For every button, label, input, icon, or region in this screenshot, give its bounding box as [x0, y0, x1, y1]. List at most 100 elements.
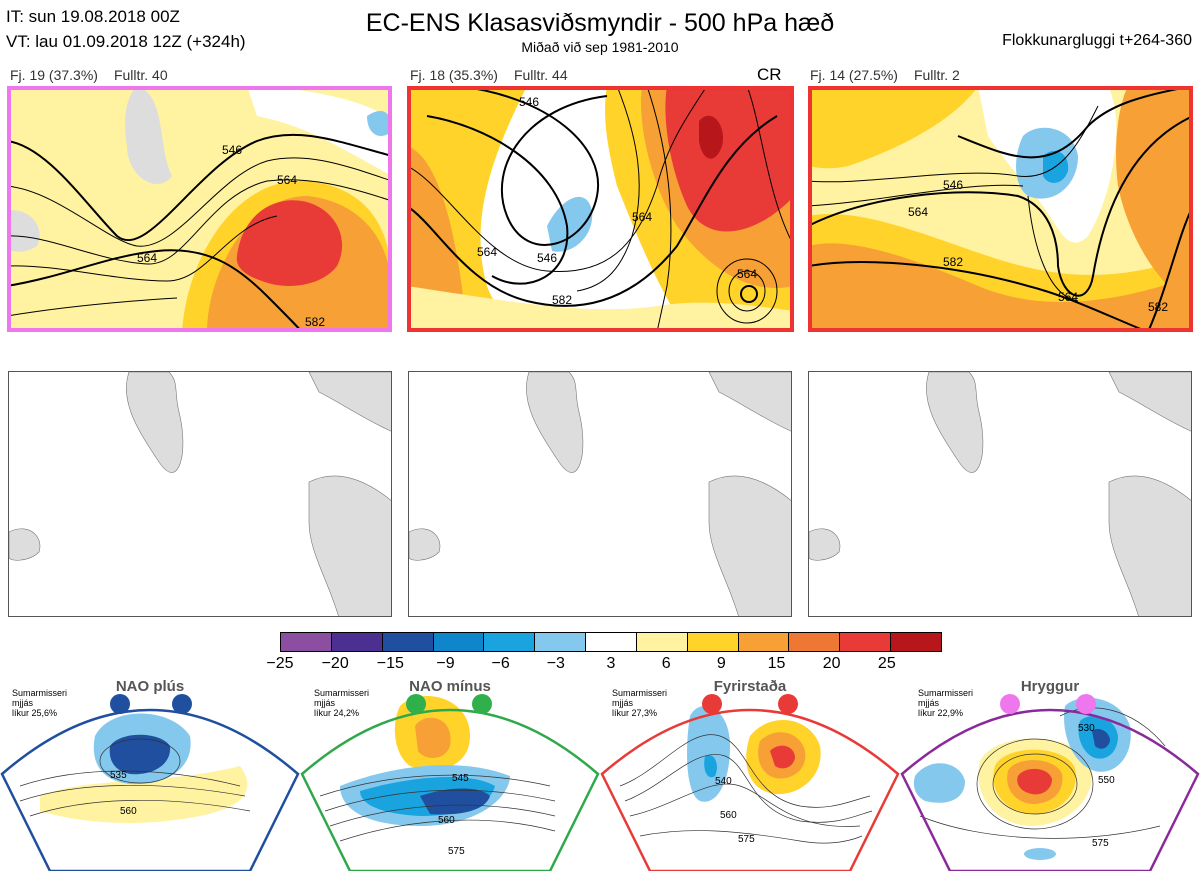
colorbar-ticks: −25 −20 −15 −9 −6 −3 3 6 9 15 20 25	[266, 655, 942, 673]
contour-label: 564	[908, 205, 928, 219]
panel-3-members: Fulltr. 2	[913, 67, 960, 83]
colorbar-tick: −25	[266, 655, 294, 672]
panel-3-cluster: Fj. 14 (27.5%)	[810, 67, 898, 83]
regime-2-dot	[406, 694, 426, 714]
contour-label: 564	[277, 173, 297, 187]
colorbar-swatch	[789, 633, 841, 651]
regime-4-probability: líkur 22,9%	[918, 708, 964, 718]
regime-4-season: Sumarmisseri	[918, 688, 974, 698]
page-title: EC-ENS Klasasviðsmyndir - 500 hPa hæð	[365, 9, 835, 37]
contour-label: 530	[1078, 723, 1095, 734]
colorbar-tick: −20	[321, 655, 349, 672]
contour-label: 564	[477, 245, 497, 259]
contour-label: 582	[943, 255, 963, 269]
regime-3-frame	[600, 708, 900, 871]
regime-4-dot	[1076, 694, 1096, 714]
regime-1-dot	[110, 694, 130, 714]
empty-map-2	[408, 371, 792, 617]
contour-label: 546	[222, 143, 242, 157]
contour-label: 550	[1098, 775, 1115, 786]
regime-nao-plus: 535 560 NAO plús Sumarmisseri mjjás líku…	[0, 676, 300, 871]
contour-label: 560	[438, 815, 455, 826]
cluster-map-3: 546 564 564 582 582	[808, 86, 1193, 332]
empty-map-1	[8, 371, 392, 617]
regime-4-dot	[1000, 694, 1020, 714]
page-subtitle: Miðað við sep 1981-2010	[521, 39, 679, 55]
colorbar-tick: 3	[606, 655, 616, 672]
cluster-map-1: 546 564 564 582	[7, 86, 392, 332]
panel-1-cluster: Fj. 19 (37.3%)	[10, 67, 98, 83]
regime-3-dot	[702, 694, 722, 714]
contour-label: 575	[738, 834, 755, 845]
header-left: IT: sun 19.08.2018 00Z VT: lau 01.09.201…	[6, 4, 246, 54]
contour-label: 560	[720, 810, 737, 821]
colorbar-swatch	[687, 633, 739, 651]
panel-1-frame	[7, 86, 392, 332]
colorbar-swatch	[586, 633, 637, 651]
contour-label: 560	[120, 806, 137, 817]
panel-1-members: Fulltr. 40	[113, 67, 168, 83]
colorbar-swatch	[331, 633, 383, 651]
valid-time: VT: lau 01.09.2018 12Z (+324h)	[6, 32, 246, 51]
init-time: IT: sun 19.08.2018 00Z	[6, 7, 180, 26]
panel-2-cluster: Fj. 18 (35.3%)	[410, 67, 498, 83]
colorbar-tick: 20	[822, 655, 841, 672]
regime-2-name: NAO mínus	[409, 678, 491, 695]
panel-2-frame	[407, 86, 794, 332]
colorbar-swatch	[738, 633, 790, 651]
contour-label: 564	[632, 210, 652, 224]
contour-label: 546	[943, 178, 963, 192]
panel-1-label: Fj. 19 (37.3%) Fulltr. 40	[10, 67, 168, 83]
regime-1-dot	[172, 694, 192, 714]
regime-3-season: Sumarmisseri	[612, 688, 668, 698]
regime-3-dot	[778, 694, 798, 714]
contour-label: 545	[452, 773, 469, 784]
colorbar-swatch	[382, 633, 434, 651]
colorbar-swatch	[891, 633, 941, 651]
panel-2-members: Fulltr. 44	[513, 67, 568, 83]
colorbar-swatch	[535, 633, 587, 651]
contour-label: 575	[448, 846, 465, 857]
colorbar-swatch	[484, 633, 536, 651]
contour-label: 582	[1148, 300, 1168, 314]
regime-4-name: Hryggur	[1020, 678, 1080, 695]
regime-1-smoothing: mjjás	[12, 698, 34, 708]
colorbar-swatch	[433, 633, 485, 651]
panel-3-frame	[808, 86, 1193, 332]
regime-1-info: Sumarmisseri mjjás líkur 25,6%	[12, 688, 67, 718]
contour-label: 564	[737, 267, 757, 281]
contour-label: 546	[537, 251, 557, 265]
regime-4-smoothing: mjjás	[918, 698, 940, 708]
regime-2-frame	[300, 708, 600, 871]
contour-label: 582	[305, 315, 325, 329]
regime-1-name: NAO plús	[115, 678, 185, 695]
colorbar-tick: 25	[877, 655, 896, 672]
colorbar-tick: −6	[491, 655, 510, 672]
colorbar-tick: −15	[376, 655, 404, 672]
colorbar-tick: 9	[716, 655, 726, 672]
regime-1-probability: líkur 25,6%	[12, 708, 58, 718]
contour-label: 535	[110, 770, 127, 781]
cluster-window-label: Flokkunargluggi t+264-360	[1002, 32, 1192, 49]
anomaly-colorbar	[280, 632, 942, 652]
regime-2-info: Sumarmisseri mjjás líkur 24,2%	[314, 688, 369, 718]
contour-label: 546	[519, 95, 539, 109]
empty-map-3	[808, 371, 1192, 617]
colorbar-swatch	[281, 633, 332, 651]
contour-label: 575	[1092, 838, 1109, 849]
colorbar-swatch	[840, 633, 892, 651]
contour-label: 564	[137, 251, 157, 265]
colorbar-swatch	[636, 633, 688, 651]
regime-1-season: Sumarmisseri	[12, 688, 68, 698]
regime-4-info: Sumarmisseri mjjás líkur 22,9%	[918, 688, 973, 718]
contour-label: 540	[715, 776, 732, 787]
colorbar-tick: −3	[546, 655, 565, 672]
regime-2-probability: líkur 24,2%	[314, 708, 360, 718]
regime-2-dot	[472, 694, 492, 714]
panel-2-regime-tag: CR	[757, 65, 782, 84]
regime-3-probability: líkur 27,3%	[612, 708, 658, 718]
panel-2-label: Fj. 18 (35.3%) Fulltr. 44	[410, 67, 568, 83]
regime-2-season: Sumarmisseri	[314, 688, 370, 698]
cluster-map-2: 546 546 564 564 564 582	[407, 86, 794, 332]
regime-3-info: Sumarmisseri mjjás líkur 27,3%	[612, 688, 667, 718]
